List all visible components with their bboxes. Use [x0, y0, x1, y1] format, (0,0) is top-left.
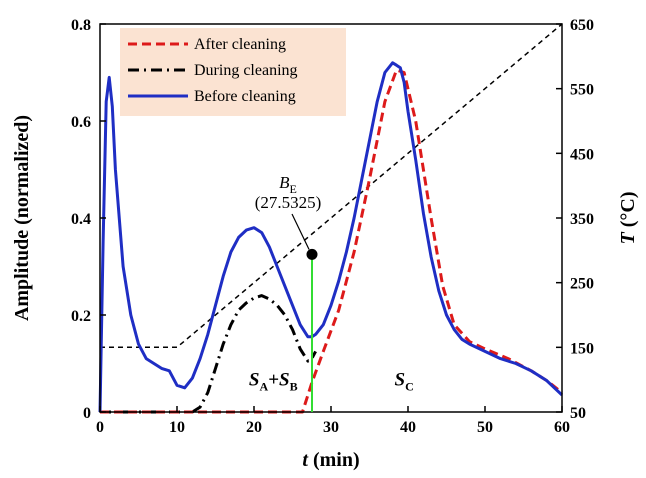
x-tick-label: 10 [169, 419, 185, 436]
y-tick-label: 0.2 [71, 308, 91, 325]
be-pointer [291, 213, 310, 250]
legend-label: Before cleaning [194, 88, 296, 105]
be-label-sub: E [290, 182, 297, 196]
y2-tick-label: 250 [570, 276, 594, 293]
x-tick-label: 40 [400, 419, 416, 436]
x-axis-title-unit: (min) [308, 449, 360, 471]
region-label-sa-sb-part: S [279, 369, 290, 390]
y2-tick-label: 150 [570, 340, 594, 357]
y2-tick-label: 350 [570, 211, 594, 228]
be-label: BE [279, 173, 297, 196]
x-tick-label: 20 [246, 419, 262, 436]
x-axis-title-var: t [302, 449, 309, 471]
x-tick-label: 30 [323, 419, 339, 436]
y-tick-label: 0.4 [71, 211, 91, 228]
region-label-sc-sub: C [405, 379, 414, 393]
region-label-sc: SC [395, 369, 414, 393]
x-tick-label: 50 [477, 419, 493, 436]
be-label-main: B [279, 173, 290, 192]
be-marker [306, 248, 318, 260]
y2-axis-title-unit: (°C) [617, 192, 639, 233]
y-tick-label: 0 [83, 405, 91, 422]
y2-axis-title: T (°C) [617, 192, 639, 245]
legend-label: During cleaning [194, 62, 298, 79]
region-label-sc-part: S [395, 369, 406, 390]
x-axis-title: t (min) [302, 449, 359, 471]
region-label-sa-sb-part: + [268, 369, 279, 390]
x-tick-label: 0 [96, 419, 104, 436]
y-tick-label: 0.8 [71, 17, 91, 34]
y2-tick-label: 650 [570, 17, 594, 34]
region-label-sa-sb-sub: B [290, 379, 298, 393]
annotation-layer: BE(27.5325)SA+SB SC [249, 173, 414, 412]
x-tick-label: 60 [554, 419, 570, 436]
be-value: (27.5325) [255, 193, 322, 212]
y2-tick-label: 50 [570, 405, 586, 422]
region-label-sa-sb-sub: A [259, 379, 268, 393]
series-line-after-cleaning [100, 68, 563, 414]
region-label-sa-sb-part: S [249, 369, 260, 390]
series-line-before-cleaning [98, 61, 564, 413]
tick-layer: 0 10 20 30 40 50 6000.20.40.60.850150250350450… [71, 17, 594, 436]
legend: After cleaning During cleaning Before clea… [120, 28, 346, 116]
y-axis-title: Amplitude (normalized) [11, 115, 33, 321]
y-tick-label: 0.6 [71, 114, 91, 131]
y2-tick-label: 550 [570, 82, 594, 99]
y2-axis-title-var: T [617, 231, 639, 244]
region-label-sa-sb: SA+SB [249, 369, 298, 393]
series-line-t [100, 23, 563, 349]
series-line-during-cleaning [100, 294, 317, 414]
y2-tick-label: 450 [570, 146, 594, 163]
legend-label: After cleaning [194, 36, 286, 53]
series-layer [98, 23, 564, 414]
axis-titles: t (min) Amplitude (normalized) T (°C) [11, 115, 639, 471]
